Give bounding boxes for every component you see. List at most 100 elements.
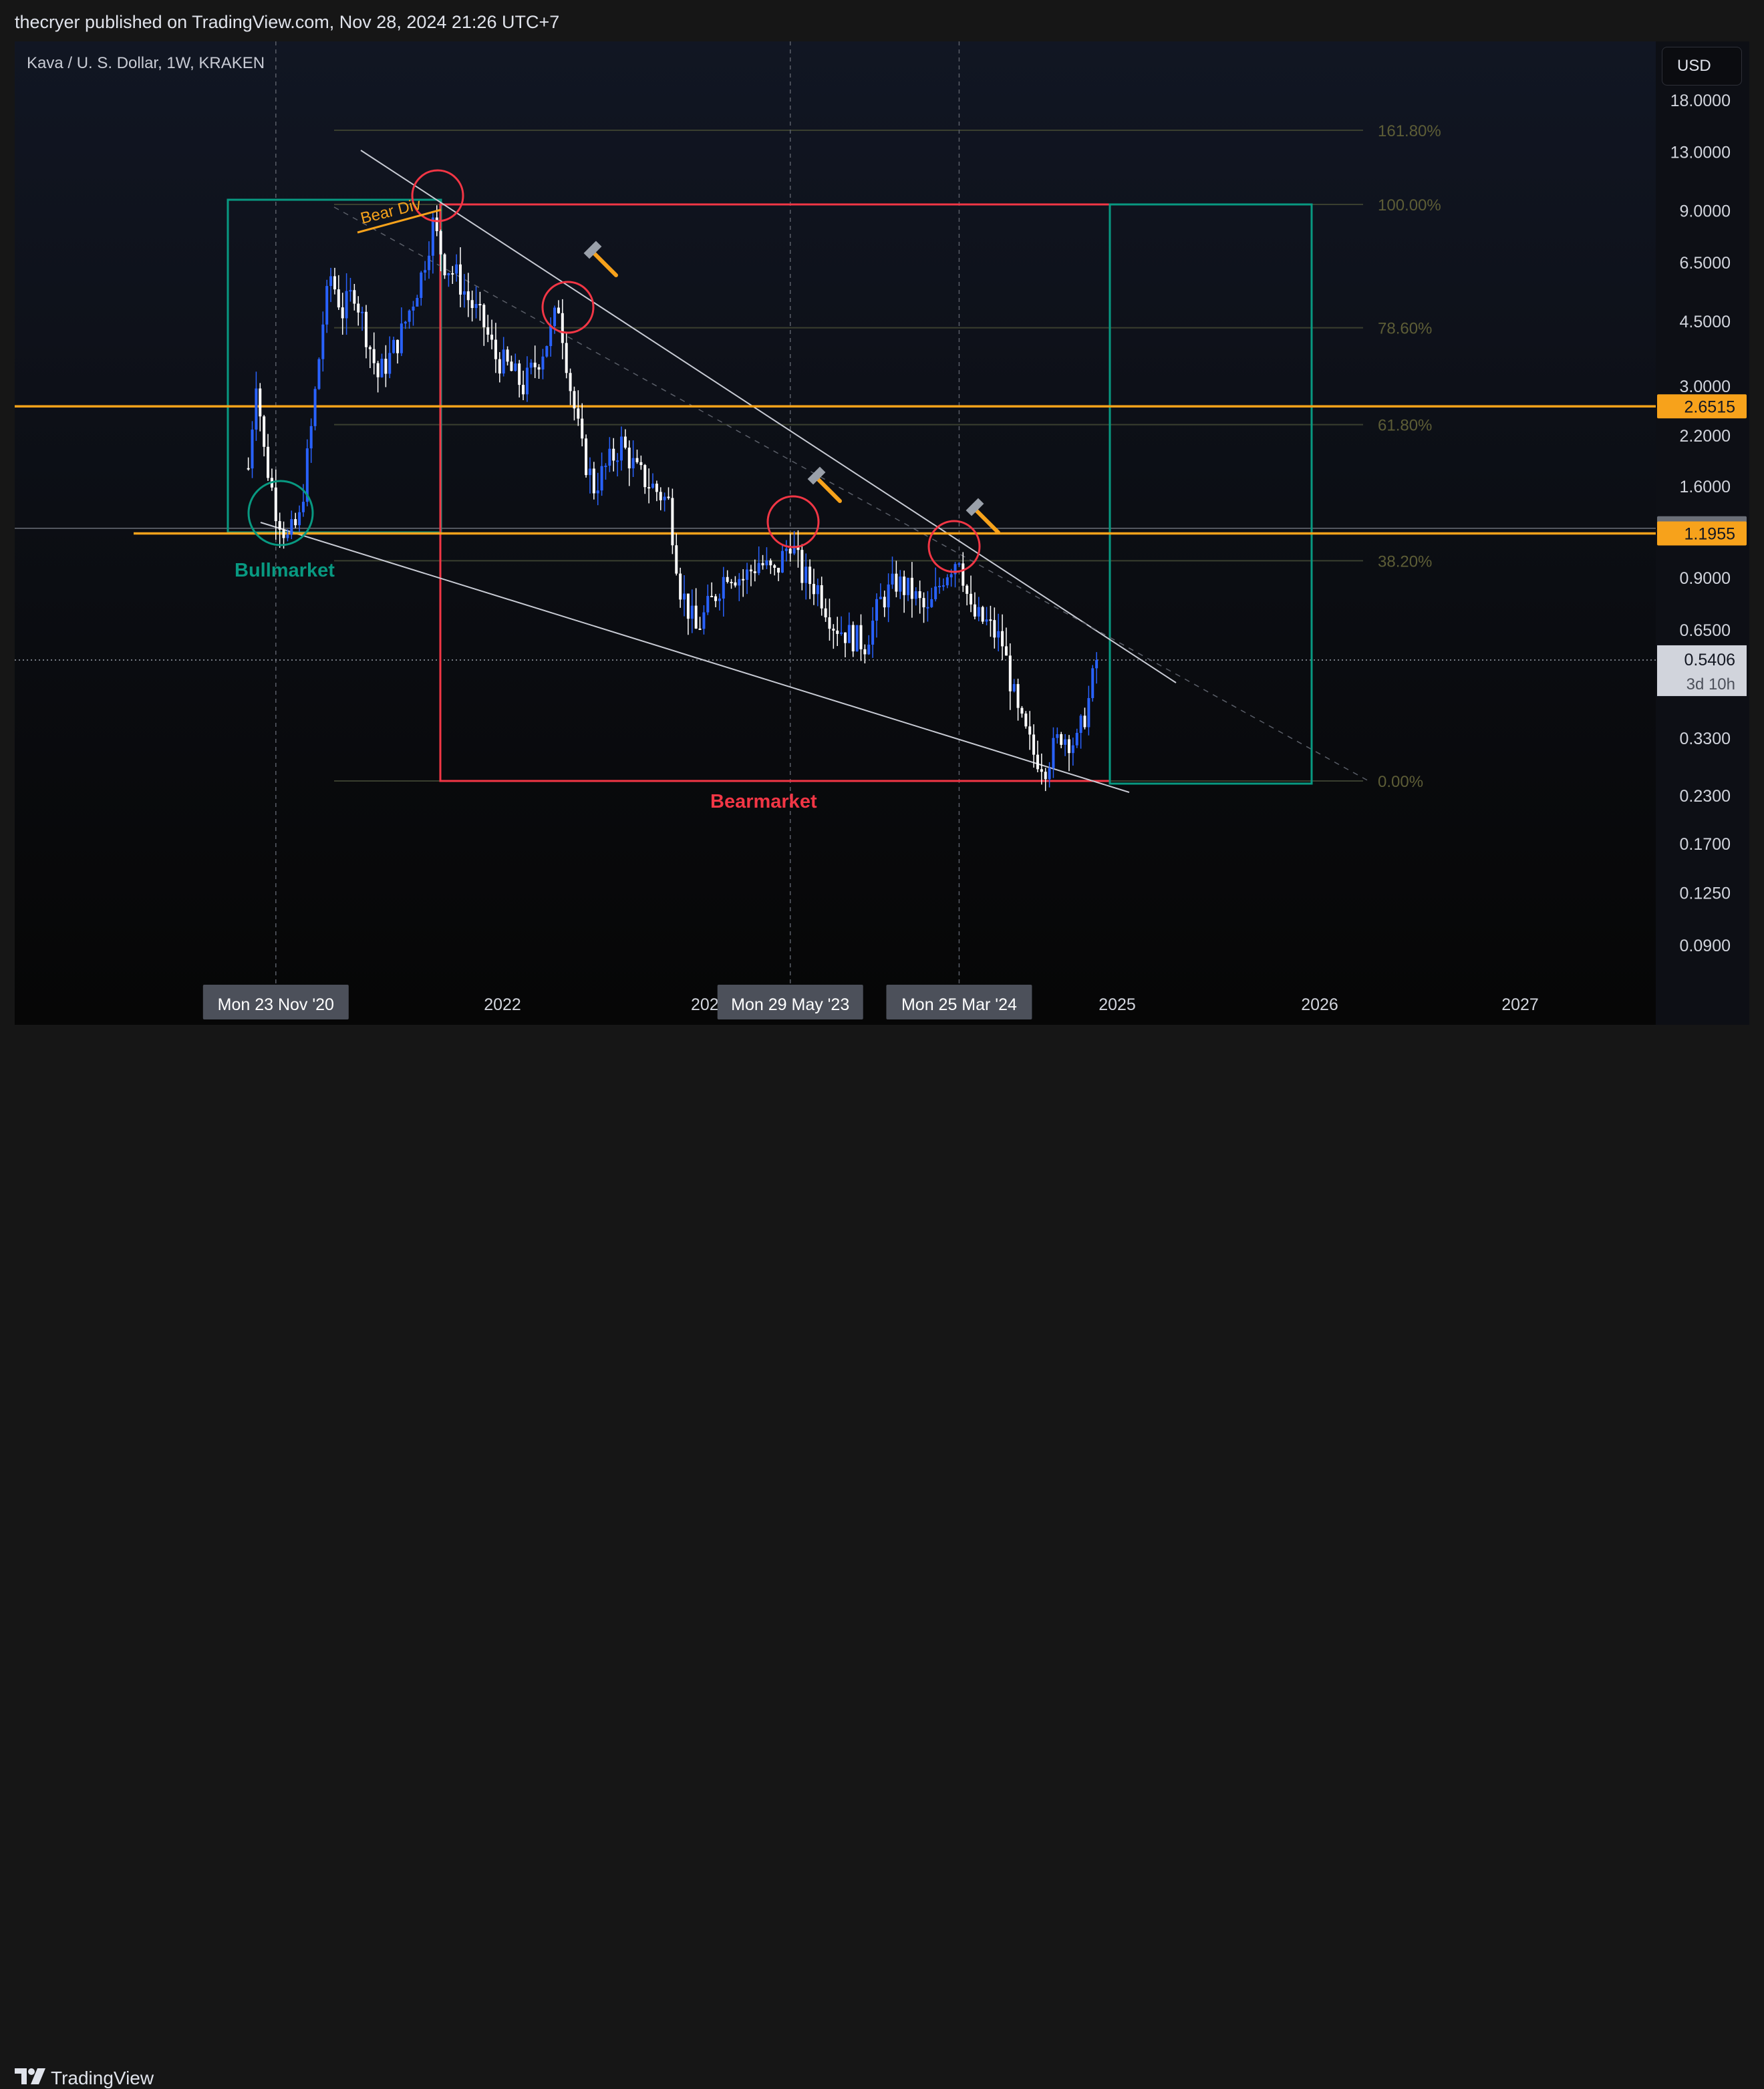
candle-body (851, 625, 855, 652)
candle (722, 567, 725, 617)
candle (522, 370, 525, 401)
candle (879, 583, 882, 600)
candle-body (345, 291, 348, 319)
candle-body (329, 276, 333, 287)
rejection-circle (411, 169, 464, 222)
candle (828, 599, 831, 641)
candle (683, 575, 686, 617)
candle-body (1028, 726, 1032, 735)
candle-body (494, 339, 497, 359)
candle-body (683, 593, 686, 600)
candle-body (478, 304, 482, 306)
bear-div-line (357, 208, 442, 234)
candle (376, 361, 380, 393)
candle (514, 353, 517, 372)
mid-channel-line (333, 206, 1370, 782)
candle-body (533, 362, 537, 367)
candle-body (470, 300, 474, 309)
crosshair-lines (15, 41, 1656, 983)
candle (384, 345, 388, 387)
candle (843, 632, 847, 657)
candle (690, 589, 694, 633)
candle (585, 434, 588, 478)
candle-body (1020, 707, 1024, 714)
candle (816, 579, 819, 607)
candle-body (734, 582, 737, 586)
candle (675, 533, 678, 576)
candle-body (730, 582, 733, 584)
y-tick-label: 0.0900 (1680, 937, 1731, 955)
candle (891, 556, 894, 589)
candle (777, 567, 780, 581)
candle (1012, 679, 1016, 693)
candle-body (439, 230, 442, 255)
candle (577, 390, 580, 426)
hammer-icon (583, 240, 618, 277)
candle (424, 261, 427, 281)
candle (663, 492, 666, 512)
candle-body (753, 571, 756, 573)
candle (989, 605, 992, 637)
candle-body (997, 631, 1000, 638)
candle-body (353, 290, 356, 304)
candle (765, 547, 768, 569)
candle (647, 468, 651, 504)
candle (267, 434, 270, 481)
candle-body (455, 264, 458, 274)
candle-body (1032, 734, 1036, 755)
candle-body (1024, 713, 1028, 727)
candle-body (447, 273, 450, 276)
candle-body (518, 363, 521, 385)
candle-body (372, 349, 376, 363)
candle-body (949, 574, 953, 578)
candle-body (368, 347, 372, 349)
candle-body (690, 605, 694, 619)
candle (812, 569, 815, 605)
candle (263, 415, 266, 457)
candle-body (349, 290, 352, 292)
candle (290, 510, 293, 539)
crosshair-date-text: Mon 23 Nov '20 (218, 995, 334, 1014)
candle (938, 577, 941, 594)
candle (742, 569, 745, 597)
candle-body (251, 430, 254, 469)
candle-body (718, 598, 721, 601)
candle-body (424, 270, 427, 273)
candle-body (317, 359, 321, 389)
candle (404, 321, 407, 329)
candle (863, 644, 867, 663)
candle-body (462, 291, 466, 295)
candle-body (616, 460, 619, 462)
bullmarket-bottom-circle (247, 480, 314, 546)
candle-body (875, 599, 878, 621)
candle-body (930, 599, 933, 607)
candle (726, 570, 729, 584)
candle (455, 254, 458, 282)
candle-body (887, 584, 890, 608)
chart-svg[interactable]: 261.80%161.80%100.00%78.60%61.80%38.20%0… (0, 0, 1764, 1078)
candle (396, 339, 399, 364)
candle-body (714, 596, 718, 601)
currency-button[interactable]: USD (1662, 47, 1742, 86)
candle-body (667, 496, 670, 498)
candle-body (694, 605, 698, 629)
candle (412, 301, 415, 326)
candle (903, 571, 906, 613)
candle (1079, 713, 1082, 749)
candle-body (1048, 768, 1051, 780)
candle (439, 229, 442, 271)
hammer-icon (966, 498, 1000, 534)
candle (561, 299, 564, 359)
candle-body (400, 323, 403, 353)
candle-body (918, 591, 921, 599)
candle-body (623, 436, 627, 448)
candle-body (926, 607, 929, 609)
candle (792, 530, 796, 555)
candle-body (431, 217, 434, 256)
candle-body (309, 426, 313, 449)
candle-body (604, 466, 607, 468)
candle-body (451, 273, 454, 275)
candle-body (639, 462, 643, 466)
candle (875, 593, 878, 638)
candle (730, 579, 733, 589)
